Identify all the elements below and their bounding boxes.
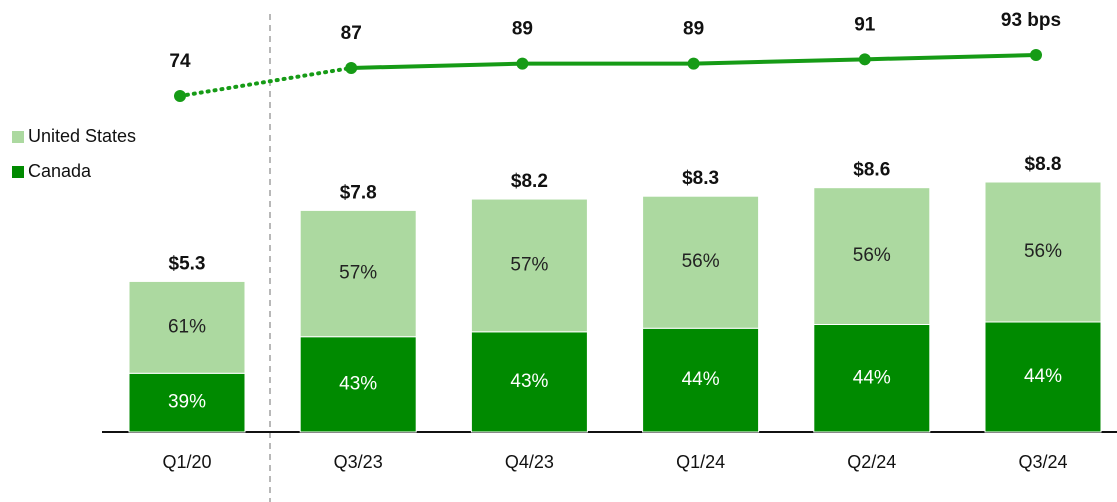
legend-swatch xyxy=(12,131,24,143)
line-point xyxy=(174,90,186,102)
x-tick-label: Q3/24 xyxy=(1018,452,1067,472)
total-label: $5.3 xyxy=(169,253,206,274)
segment-label: 56% xyxy=(682,251,720,272)
line-label: 89 xyxy=(683,19,704,40)
segment-label: 56% xyxy=(853,245,891,266)
line-point xyxy=(345,61,358,74)
bar-segment xyxy=(299,336,417,433)
bar-segment xyxy=(642,195,760,329)
line-point xyxy=(516,57,529,70)
segment-label: 57% xyxy=(510,254,548,275)
total-label: $8.6 xyxy=(853,160,890,181)
bar-segment xyxy=(470,198,588,333)
line-label: 89 xyxy=(512,19,533,40)
bar-segment xyxy=(984,181,1102,323)
legend-swatch xyxy=(12,166,24,178)
bar-segment xyxy=(128,280,246,374)
segment-label: 44% xyxy=(1024,366,1062,387)
segment-label: 39% xyxy=(168,392,206,413)
bar-segment xyxy=(984,321,1102,433)
line-label: 87 xyxy=(341,23,362,44)
segment-label: 56% xyxy=(1024,241,1062,262)
total-label: $8.8 xyxy=(1025,154,1062,175)
bar-segment xyxy=(813,324,931,433)
legend-label: Canada xyxy=(28,161,92,181)
x-tick-label: Q1/20 xyxy=(162,452,211,472)
bar-segment xyxy=(813,187,931,325)
x-tick-label: Q4/23 xyxy=(505,452,554,472)
line-dotted xyxy=(178,65,354,98)
line-point xyxy=(687,57,700,70)
bar-segment xyxy=(642,327,760,433)
x-tick-label: Q3/23 xyxy=(334,452,383,472)
total-label: $8.3 xyxy=(682,168,719,189)
bar-segment xyxy=(299,209,417,338)
segment-label: 43% xyxy=(510,371,548,392)
line-point xyxy=(1030,49,1042,61)
segment-label: 61% xyxy=(168,316,206,337)
segment-label: 44% xyxy=(682,369,720,390)
line-label: 74 xyxy=(169,51,191,72)
total-label: $8.2 xyxy=(511,171,548,192)
segment-label: 43% xyxy=(339,373,377,394)
x-tick-label: Q2/24 xyxy=(847,452,896,472)
segment-label: 57% xyxy=(339,263,377,284)
legend-label: United States xyxy=(28,126,136,146)
line-label: 93 bps xyxy=(1001,10,1061,31)
line-label: 91 xyxy=(854,14,876,35)
total-label: $7.8 xyxy=(340,182,377,203)
bar-segment xyxy=(128,372,246,433)
x-tick-label: Q1/24 xyxy=(676,452,725,472)
line-point xyxy=(858,53,871,66)
segment-label: 44% xyxy=(853,367,891,388)
